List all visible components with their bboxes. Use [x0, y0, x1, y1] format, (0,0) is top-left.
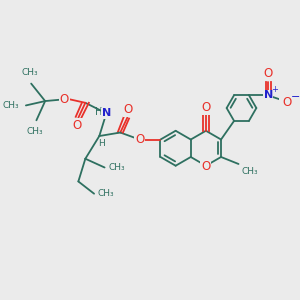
Text: O: O — [201, 160, 211, 173]
Text: O: O — [60, 93, 69, 106]
Text: O: O — [201, 101, 211, 114]
Text: N: N — [102, 108, 111, 118]
Text: CH₃: CH₃ — [2, 101, 19, 110]
Text: +: + — [271, 85, 278, 94]
Text: H: H — [95, 106, 102, 116]
Text: CH₃: CH₃ — [98, 189, 114, 198]
Text: −: − — [291, 92, 300, 102]
Text: CH₃: CH₃ — [26, 127, 43, 136]
Text: CH₃: CH₃ — [241, 167, 258, 176]
Text: CH₃: CH₃ — [108, 163, 125, 172]
Text: CH₃: CH₃ — [21, 68, 38, 76]
Text: O: O — [263, 67, 273, 80]
Text: O: O — [124, 103, 133, 116]
Text: H: H — [98, 139, 104, 148]
Text: O: O — [73, 119, 82, 132]
Text: N: N — [263, 90, 273, 100]
Text: O: O — [135, 133, 144, 146]
Text: O: O — [283, 96, 292, 109]
